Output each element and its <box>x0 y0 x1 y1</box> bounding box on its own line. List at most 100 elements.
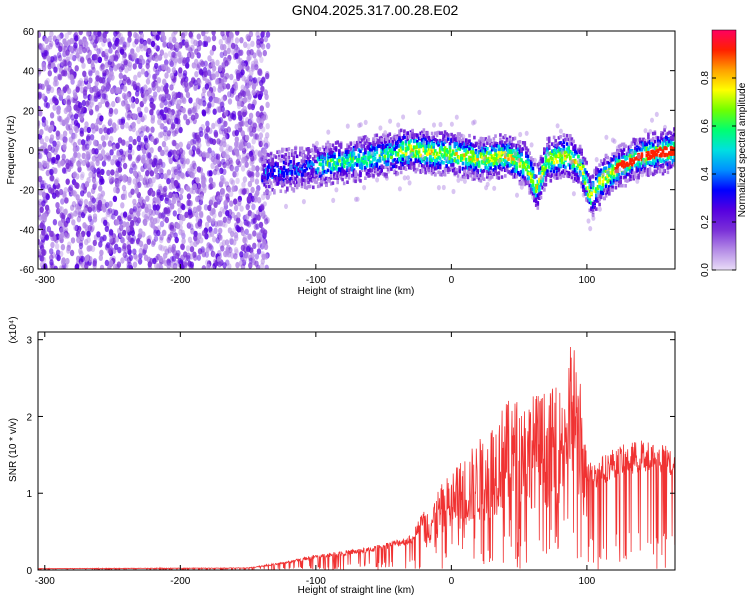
spectrogram-cell <box>460 154 463 158</box>
spectrogram-cell <box>391 136 395 140</box>
spectrogram-cell <box>289 171 292 175</box>
spectrogram-cell <box>153 73 158 80</box>
spectrogram-cell <box>307 184 310 189</box>
spectrogram-cell <box>294 164 297 169</box>
spectrogram-cell <box>100 62 105 70</box>
spectrogram-cell <box>77 102 83 109</box>
spectrogram-cell <box>360 144 365 151</box>
spectrogram-cell <box>274 181 278 186</box>
spectrogram-cell <box>183 260 188 267</box>
spectrogram-cell <box>341 158 344 162</box>
spectrogram-cell <box>292 156 296 161</box>
spectrogram-cell <box>564 157 567 161</box>
spectrogram-cell <box>178 42 183 49</box>
spectrogram-cell <box>370 163 374 168</box>
spectrogram-cell <box>364 147 367 152</box>
spectrogram-cell <box>341 162 344 167</box>
spectrogram-cell <box>513 165 517 169</box>
spectrogram-cell <box>144 70 149 78</box>
spectrogram-cell <box>201 230 207 237</box>
spectrogram-cell <box>216 138 221 145</box>
spectrogram-cell <box>521 141 525 145</box>
spectrogram-cell <box>510 139 514 144</box>
spectrogram-cell <box>476 168 479 173</box>
spectrogram-cell <box>89 94 94 101</box>
spectrogram-cell <box>100 135 106 142</box>
spectrogram-cell <box>386 146 390 150</box>
spectrogram-cell <box>382 133 385 137</box>
spectrogram-cell <box>297 162 300 166</box>
spectrogram-cell <box>440 144 444 148</box>
spectrogram-cell <box>262 49 267 57</box>
spectrogram-cell <box>289 168 292 173</box>
spectrogram-cell <box>95 75 100 82</box>
spectrogram-cell <box>207 204 212 212</box>
spectrogram-cell <box>41 180 46 187</box>
spectrogram-cell <box>359 165 362 169</box>
spectrogram-cell <box>159 109 164 116</box>
spectrogram-cell <box>73 119 79 127</box>
spectrogram-cell <box>312 143 315 148</box>
spectrogram-cell <box>295 182 299 187</box>
spectrogram-cell <box>386 162 390 167</box>
spectrogram-cell <box>487 137 491 141</box>
spectrogram-cell <box>269 172 273 176</box>
spectrogram-cell <box>119 224 124 231</box>
spectrogram-cell <box>367 146 370 151</box>
spectrogram-cell <box>385 149 388 154</box>
spectrogram-cell <box>125 103 130 111</box>
spectrogram-cell <box>490 145 494 150</box>
spectrogram-cell <box>320 179 323 184</box>
spectrogram-cell <box>223 128 229 135</box>
spectrogram-cell <box>543 162 546 167</box>
spectrogram-cell <box>90 187 96 195</box>
spectrogram-cell <box>346 147 349 151</box>
spectrogram-cell <box>180 172 185 179</box>
spectrogram-cell <box>316 167 320 172</box>
spectrogram-cell <box>403 135 406 139</box>
spectrogram-cell <box>162 113 167 121</box>
spectrogram-cell <box>326 140 330 145</box>
spectrogram-cell <box>52 140 57 147</box>
spectrogram-cell <box>425 150 429 154</box>
spectrogram-cell <box>110 169 115 176</box>
spectrogram-cell <box>130 237 135 245</box>
spectrogram-cell <box>211 31 216 36</box>
spectrogram-cell <box>60 244 66 251</box>
spectrogram-cell <box>220 245 225 252</box>
spectrogram-cell <box>302 178 305 182</box>
spectrogram-cell <box>383 158 387 162</box>
spectrogram-cell <box>174 179 179 187</box>
spectrogram-cell <box>44 37 49 44</box>
spectrogram-cell <box>108 200 113 208</box>
spectrogram-cell <box>432 156 435 161</box>
spectrogram-cell <box>412 153 416 158</box>
spectrogram-cell <box>300 166 304 171</box>
spectrogram-cell <box>534 197 538 202</box>
spectrogram-cell <box>182 57 187 64</box>
spectrogram-cell <box>406 163 409 167</box>
spectrogram-cell <box>81 62 86 69</box>
spectrogram-cell <box>176 200 182 207</box>
spectrogram-cell <box>316 184 320 189</box>
spectrogram-cell <box>367 174 370 178</box>
spectrogram-cell <box>441 184 446 191</box>
spectrogram-cell <box>321 159 325 164</box>
spectrogram-cell <box>482 156 487 162</box>
spectrogram-cell <box>468 133 471 138</box>
spectrogram-cell <box>512 149 515 153</box>
spectrogram-cell <box>250 155 255 162</box>
spectrogram-cell <box>437 161 440 166</box>
spectrogram-cell <box>135 46 141 53</box>
spectrogram-cell <box>419 160 422 165</box>
spectrogram-cell <box>464 172 468 176</box>
spectrogram-cell <box>65 257 70 265</box>
spectrogram-cell <box>120 236 125 244</box>
spectrogram-cell <box>239 49 244 56</box>
spectrogram-cell <box>281 177 284 182</box>
spectrogram-cell <box>541 167 544 171</box>
spectrogram-cell <box>492 172 496 177</box>
spectrogram-cell <box>132 198 137 206</box>
spectrogram-cell <box>98 241 103 248</box>
spectrogram-cell <box>492 168 496 172</box>
